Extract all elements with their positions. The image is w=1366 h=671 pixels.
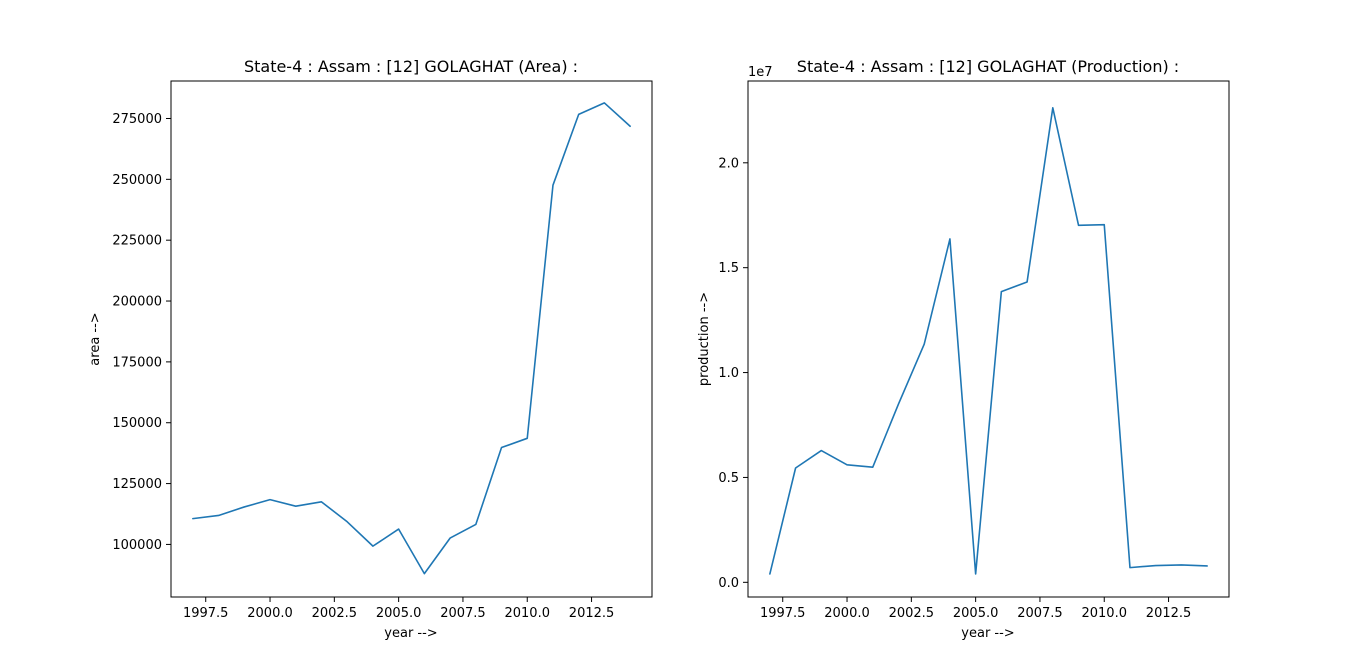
area-y-tick-label: 225000 [112,234,162,249]
area-y-tick-label: 250000 [112,173,162,188]
area-x-tick-label: 2005.0 [376,606,422,621]
area-chart-x-label: year --> [384,626,437,641]
area-y-tick-label: 100000 [112,538,162,553]
production-chart-axes-frame [747,80,1230,598]
area-x-tick-label: 2000.0 [247,606,293,621]
area-chart-y-label: area --> [88,312,103,365]
production-x-tick-label: 2000.0 [824,606,870,621]
area-x-tick-label: 2010.0 [504,606,550,621]
production-y-tick-label: 2.0 [718,156,739,171]
area-y-tick-label: 125000 [112,477,162,492]
production-x-tick-label: 1997.5 [760,606,806,621]
area-y-tick-label: 200000 [112,295,162,310]
production-x-tick-label: 2010.0 [1081,606,1127,621]
area-chart-y-ticks: 100000 125000 150000 175000 200000 225000 2500… [112,112,171,553]
production-x-tick-label: 2002.5 [889,606,935,621]
production-y-tick-label: 1.5 [718,261,739,276]
production-y-tick-label: 0.0 [718,576,739,591]
production-chart-x-label: year --> [961,626,1014,641]
area-series-line [192,102,631,575]
production-y-tick-label: 0.5 [718,471,739,486]
production-chart-title: State-4 : Assam : [12] GOLAGHAT (Product… [797,57,1179,76]
area-x-tick-label: 2012.5 [569,606,615,621]
area-chart-x-ticks: 1997.5 2000.0 2002.5 2005.0 2007.5 2010.0 2012… [183,597,614,621]
area-chart-axes-frame [170,80,653,598]
production-chart-y-ticks: 0.0 0.5 1.0 1.5 2.0 [718,156,748,591]
area-chart-title: State-4 : Assam : [12] GOLAGHAT (Area) : [244,57,578,76]
area-y-tick-label: 175000 [112,355,162,370]
production-chart-y-label: production --> [697,292,712,386]
area-x-tick-label: 1997.5 [183,606,229,621]
production-chart: State-4 : Assam : [12] GOLAGHAT (Product… [697,57,1230,641]
production-x-tick-label: 2007.5 [1017,606,1063,621]
area-x-tick-label: 2007.5 [440,606,486,621]
area-x-tick-label: 2002.5 [312,606,358,621]
production-chart-x-ticks: 1997.5 2000.0 2002.5 2005.0 2007.5 2010.0 2012… [760,597,1191,621]
area-chart: State-4 : Assam : [12] GOLAGHAT (Area) :… [88,57,653,641]
area-y-tick-label: 150000 [112,416,162,431]
production-x-tick-label: 2005.0 [953,606,999,621]
production-y-tick-label: 1.0 [718,366,739,381]
production-x-tick-label: 2012.5 [1146,606,1192,621]
production-series-line [769,107,1208,575]
area-y-tick-label: 275000 [112,112,162,127]
production-chart-offset-text: 1e7 [748,65,773,80]
